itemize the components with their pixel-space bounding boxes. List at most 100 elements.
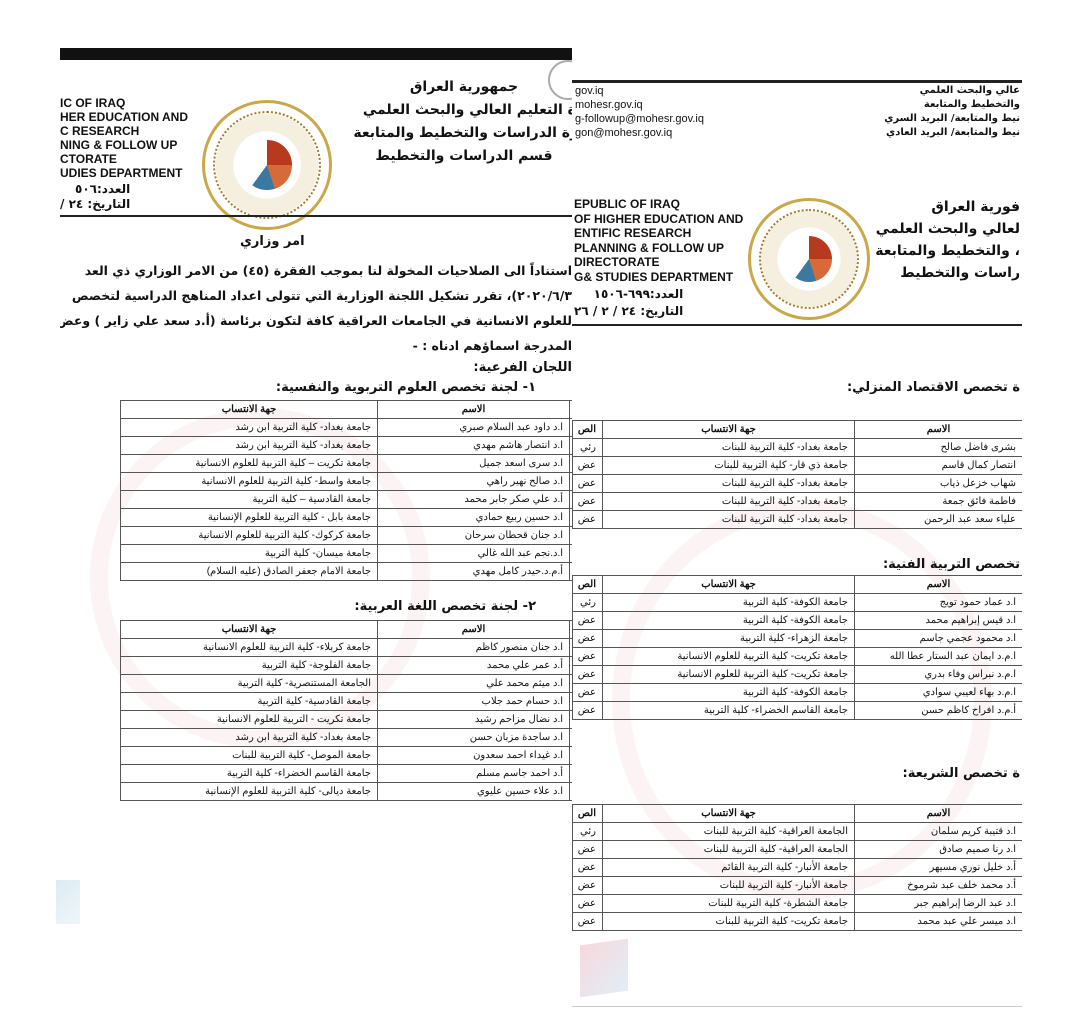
table-cell: شهاب خزعل ذياب [854, 474, 1022, 493]
table-cell: جامعة تكريت - التربية للعلوم الانسانية [120, 710, 378, 729]
table-header-row: الاسم جهة الانتساب الص [572, 420, 1022, 439]
table-cell: ا.د محمود عجمي جاسم [854, 629, 1022, 648]
table-row: ا.د قتيبة كريم سلمان الجامعة العراقية- كل… [572, 822, 1022, 841]
table-cell: جامعة تكريت- كلية التربية للعلوم الانسان… [602, 665, 855, 684]
committee-table: تالاسمجهة الانتساب١ا.د داود عبد السلام ص… [120, 400, 572, 581]
table-cell: عض [572, 492, 603, 511]
table-cell: عض [572, 665, 603, 684]
table-cell: ا.د رنا صميم صادق [854, 840, 1022, 859]
table-cell: بشرى فاضل صالح [854, 438, 1022, 457]
table-cell: جامعة كركوك- كلية التربية للعلوم الانسان… [120, 526, 378, 545]
table-cell: جامعة الكوفة- كلية التربية [602, 593, 855, 612]
en-line: PLANNING & FOLLOW UP [574, 240, 724, 255]
table-cell: ا.م.د بهاء لعيبي سوادي [854, 683, 1022, 702]
en-line: NING & FOLLOW UP [60, 138, 178, 152]
committee-heading: ة تخصص الاقتصاد المنزلي: [846, 380, 1020, 395]
contact-line: والتخطيط والمتابعة [923, 99, 1020, 110]
table-cell: ا.د علاء حسين عليوي [377, 782, 570, 801]
table-cell: ٩ [569, 562, 572, 581]
table-cell: جامعة الفلوجة- كلية التربية [120, 656, 378, 675]
table-cell: جامعة الأنبار- كلية التربية للبنات [602, 876, 855, 895]
table-cell: ا.د جنان منصور كاظم [377, 638, 570, 657]
table-cell: عض [572, 510, 603, 529]
table-row: انتصار كمال قاسم جامعة ذي قار- كلية الترب… [572, 456, 1022, 475]
table-cell: أ.د عمر علي محمد [377, 656, 570, 675]
column-header: الاسم [377, 400, 570, 419]
table-cell: عض [572, 894, 603, 913]
table-row: ا.د عماد حمود تويج جامعة الكوفة- كلية الت… [572, 593, 1022, 612]
ar-line: لعالي والبحث العلمي [875, 221, 1020, 237]
table-cell: ا.د عماد حمود تويج [854, 593, 1022, 612]
table-cell: جامعة بابل - كلية التربية للعلوم الإنسان… [120, 508, 378, 527]
table-cell: عض [572, 912, 603, 931]
en-line: C RESEARCH [60, 124, 140, 138]
arabic-header: جمهورية العراق رة التعليم العالي والبحث … [344, 76, 572, 168]
table-cell: أ.د علي صكر جابر محمد [377, 490, 570, 509]
table-cell: ا.م.د ايمان عبد الستار عطا الله [854, 647, 1022, 666]
table-header-row: تالاسمجهة الانتساب [120, 620, 572, 639]
table-cell: ا.د جنان قحطان سرحان [377, 526, 570, 545]
document-title: امر وزاري [240, 234, 305, 249]
table-cell: ا.د حسام حمد جلاب [377, 692, 570, 711]
column-header: الاسم [854, 575, 1022, 594]
table-cell: ا.د صالح نهير راهي [377, 472, 570, 491]
table-cell: أ.م.د افراح كاظم حسن [854, 701, 1022, 720]
paragraph-line: ٢٠٢٠/٦/٣)، تقرر تشكيل اللجنة الوزارية ال… [71, 288, 572, 303]
table-cell: ا.د داود عبد السلام صبري [377, 418, 570, 437]
table-cell: جامعة واسط- كلية التربية للعلوم الانساني… [120, 472, 378, 491]
table-cell: جامعة تكريت – كلية التربية للعلوم الانسا… [120, 454, 378, 473]
ministry-logo [748, 198, 870, 320]
table-cell: ا.د سرى اسعد جميل [377, 454, 570, 473]
column-header: جهة الانتساب [120, 620, 378, 639]
table-cell: أ.م.د.حيدر كامل مهدي [377, 562, 570, 581]
table-cell: ا.د انتصار هاشم مهدي [377, 436, 570, 455]
table-row: أ.د محمد خلف عبد شرموخ جامعة الأنبار- كلي… [572, 876, 1022, 895]
contact-line: نيط والمتابعة/ البريد السري [884, 113, 1020, 124]
contact-list: عالي والبحث العلمي والتخطيط والمتابعة ني… [884, 84, 1020, 140]
table-cell: جامعة بغداد- كلية التربية ابن رشد [120, 436, 378, 455]
committee-table: الاسم جهة الانتساب الص ا.د عماد حمود تويج جا… [572, 575, 1022, 720]
table-cell: جامعة بغداد- كلية التربية للبنات [602, 474, 855, 493]
divider [60, 215, 572, 217]
table-cell: ا.د ميثم محمد علي [377, 674, 570, 693]
table-cell: جامعة القادسية – كلية التربية [120, 490, 378, 509]
table-cell: رئي [572, 822, 603, 841]
column-header: الاسم [854, 420, 1022, 439]
ar-line: رة التعليم العالي والبحث العلمي [362, 102, 572, 118]
table-cell: جامعة الامام جعفر الصادق (عليه السلام) [120, 562, 378, 581]
column-header: الاسم [854, 804, 1022, 823]
contact-line: نيط والمتابعة/ البريد العادي [886, 127, 1020, 138]
table-cell: ا.د غيداء احمد سعدون [377, 746, 570, 765]
en-line: HER EDUCATION AND [60, 110, 188, 124]
table-cell: عض [572, 683, 603, 702]
table-cell: الجامعة العراقية- كلية التربية للبنات [602, 822, 855, 841]
table-cell: عض [572, 611, 603, 630]
table-cell: ا.د عبد الرضا إبراهيم جبر [854, 894, 1022, 913]
reference-number: العدد:٦٩٩-١٥٠٦ [593, 287, 684, 301]
table-cell: عض [572, 456, 603, 475]
table-cell: ا.د.نجم عبد الله غالي [377, 544, 570, 563]
table-cell: جامعة الكوفة- كلية التربية [602, 611, 855, 630]
table-cell: ا.د قيس إبراهيم محمد [854, 611, 1022, 630]
table-row: ا.د عبد الرضا إبراهيم جبر جامعة الشطرة- ك… [572, 894, 1022, 913]
table-cell: جامعة تكريت- كلية التربية للبنات [602, 912, 855, 931]
column-header: جهة الانتساب [120, 400, 378, 419]
table-row: ا.م.د بهاء لعيبي سوادي جامعة الكوفة- كلية… [572, 683, 1022, 702]
en-line: CTORATE [60, 152, 117, 166]
table-row: ا.م.د ايمان عبد الستار عطا الله جامعة تكر… [572, 647, 1022, 666]
subcommittees-heading: اللجان الفرعية: [473, 360, 572, 375]
table-cell: جامعة ديالى- كلية التربية للعلوم الإنسان… [120, 782, 378, 801]
paragraph-line: المدرجة اسماؤهم ادناه : - [412, 338, 572, 353]
table-cell: جامعة تكريت- كلية التربية للعلوم الانسان… [602, 647, 855, 666]
